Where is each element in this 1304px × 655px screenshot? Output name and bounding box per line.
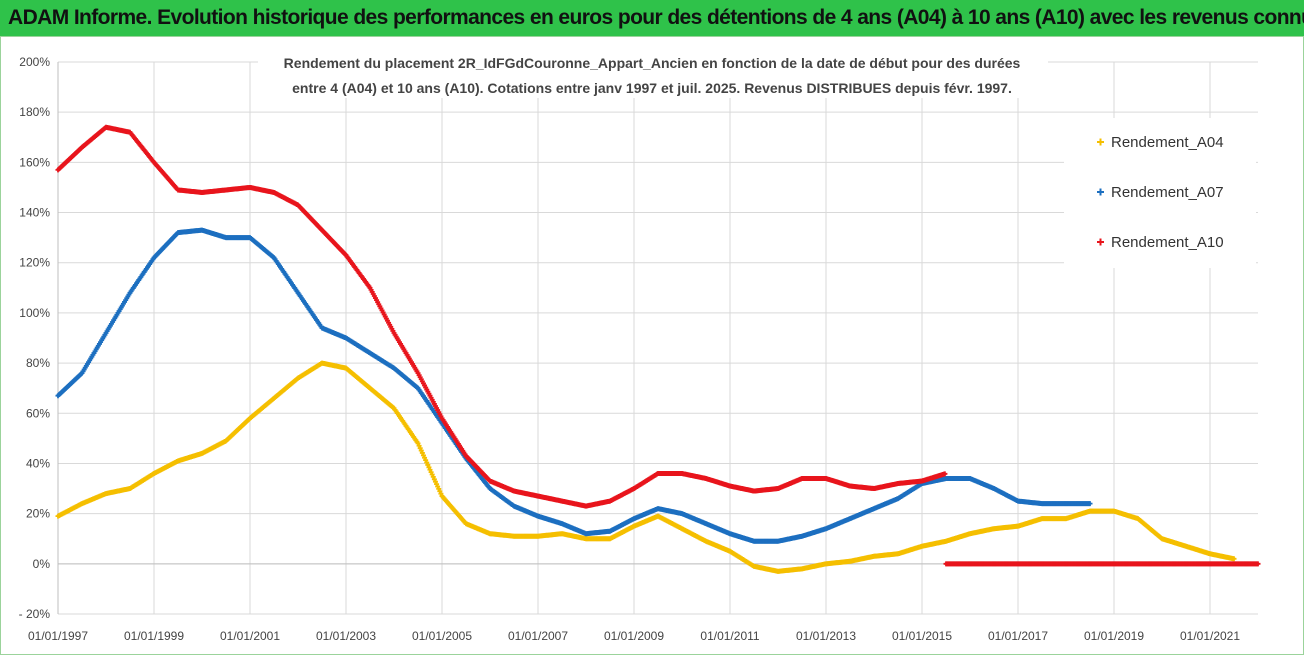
x-tick-label: 01/01/2007 (508, 629, 568, 643)
legend-marker (1097, 188, 1104, 196)
y-tick-label: 0% (33, 557, 51, 571)
chart-title: Rendement du placement 2R_IdFGdCouronne_… (284, 55, 1021, 96)
x-tick-label: 01/01/2003 (316, 629, 376, 643)
legend-item: Rendement_A07 (1097, 184, 1224, 201)
legend-marker (1097, 138, 1104, 146)
y-tick-label: 60% (26, 406, 50, 420)
y-tick-label: 160% (19, 155, 50, 169)
plot-area (55, 124, 1261, 574)
legend-label: Rendement_A10 (1111, 234, 1224, 251)
y-tick-label: 20% (26, 507, 50, 521)
series-Rendement_A04 (55, 360, 1237, 574)
data-point (1087, 501, 1093, 507)
y-tick-label: 100% (19, 306, 50, 320)
y-tick-label: 180% (19, 105, 50, 119)
legend-label: Rendement_A07 (1111, 184, 1224, 201)
x-tick-label: 01/01/1999 (124, 629, 184, 643)
legend-marker (1097, 238, 1104, 246)
x-tick-label: 01/01/2001 (220, 629, 280, 643)
x-axis-tick-labels: 01/01/1997 01/01/1999 01/01/2001 01/01/2003… (28, 629, 1240, 643)
chart-title-line: entre 4 (A04) et 10 ans (A10). Cotations… (292, 80, 1012, 96)
data-point (1231, 556, 1237, 562)
data-point (942, 471, 948, 477)
legend-item: Rendement_A04 (1097, 134, 1224, 151)
y-tick-label: 120% (19, 256, 50, 270)
series-Rendement_A07 (55, 227, 1093, 544)
chart-legend: Rendement_A04 Rendement_A07 Rendement_A10 (1064, 118, 1256, 268)
legend-label: Rendement_A04 (1111, 134, 1224, 151)
x-tick-label: 01/01/2005 (412, 629, 472, 643)
title-background (258, 48, 1048, 98)
data-point (1255, 561, 1261, 567)
page-banner-title: ADAM Informe. Evolution historique des p… (0, 0, 1304, 36)
x-tick-label: 01/01/2017 (988, 629, 1048, 643)
x-tick-label: 01/01/2011 (700, 629, 759, 643)
x-tick-label: 01/01/1997 (28, 629, 88, 643)
y-tick-label: 140% (19, 206, 50, 220)
x-tick-label: 01/01/2015 (892, 629, 952, 643)
x-tick-label: 01/01/2021 (1180, 629, 1240, 643)
chart-title-line: Rendement du placement 2R_IdFGdCouronne_… (284, 55, 1021, 71)
y-tick-label: 40% (26, 456, 50, 470)
y-tick-label: - 20% (19, 607, 51, 621)
legend-item: Rendement_A10 (1097, 234, 1224, 251)
y-tick-label: 200% (19, 55, 50, 69)
series-Rendement_A10 (55, 124, 1261, 567)
x-tick-label: 01/01/2009 (604, 629, 664, 643)
x-tick-label: 01/01/2013 (796, 629, 856, 643)
x-tick-label: 01/01/2019 (1084, 629, 1144, 643)
y-axis-tick-labels: - 20% 0% 20% 40% 60% 80% 100% 120% 140% 160% 180% 2… (19, 55, 51, 621)
legend-box (1064, 118, 1256, 268)
y-tick-label: 80% (26, 356, 50, 370)
